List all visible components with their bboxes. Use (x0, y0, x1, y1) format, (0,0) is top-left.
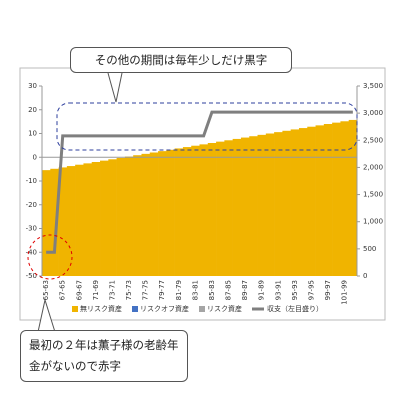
bar (75, 164, 84, 276)
x-tick-label: 73-71 (108, 280, 116, 300)
bar (207, 143, 217, 276)
x-tick-label: 81-79 (175, 280, 183, 300)
bar (332, 122, 341, 277)
bar (50, 168, 59, 276)
y-tick-label: -20 (26, 201, 37, 209)
bar (274, 132, 283, 276)
highlight-circle (27, 234, 73, 280)
y2-tick-label: 1,500 (363, 191, 383, 199)
y2-tick-label: 2,000 (363, 163, 383, 171)
y-tick-label: -50 (26, 272, 37, 280)
bar (91, 162, 101, 276)
legend-label: 無リスク資産 (80, 304, 122, 313)
bar (323, 124, 333, 276)
bar (66, 166, 76, 276)
y-tick-label: 30 (28, 82, 37, 90)
x-tick-label: 89-87 (241, 280, 249, 300)
bar (149, 152, 159, 276)
x-tick-label: 87-85 (225, 280, 233, 300)
y2-tick-label: 500 (363, 245, 376, 253)
bar (174, 148, 184, 276)
bar (133, 155, 142, 276)
callout-pointer (107, 72, 123, 103)
legend-label: 収支（左目盛り） (267, 304, 323, 313)
x-tick-label: 101-99 (341, 280, 349, 305)
bar (58, 167, 68, 276)
bar (182, 147, 192, 276)
x-tick-label: 99-97 (324, 280, 332, 300)
bar (141, 153, 151, 276)
y2-tick-label: 2,500 (363, 136, 383, 144)
x-tick-label: 77-75 (142, 280, 150, 300)
x-tick-label: 95-93 (291, 280, 299, 300)
callout-pointer (37, 298, 56, 333)
x-tick-label: 91-89 (258, 280, 266, 300)
legend-swatch (132, 306, 138, 312)
bar (298, 128, 308, 276)
bar (257, 134, 267, 276)
line (46, 110, 353, 254)
legend-swatch (72, 306, 78, 312)
legend-label: リスク資産 (207, 304, 242, 313)
x-tick-label: 79-77 (158, 280, 166, 300)
legend-swatch (199, 306, 205, 312)
bar (108, 159, 117, 276)
x-tick-label: 85-83 (208, 280, 216, 300)
bar (199, 144, 209, 276)
bar (158, 151, 167, 276)
annotation-top: その他の期間は毎年少しだけ黒字 (70, 47, 292, 73)
x-tick-label: 67-65 (59, 280, 67, 300)
y2-tick-label: 0 (363, 272, 367, 280)
bar (240, 137, 250, 276)
x-tick-label: 75-73 (125, 280, 133, 300)
bar (265, 133, 275, 276)
bar (83, 163, 93, 276)
bar (42, 170, 51, 276)
bar (100, 160, 109, 276)
bar (232, 138, 242, 276)
y2-tick-label: 1,000 (363, 218, 383, 226)
x-tick-label: 97-95 (307, 280, 315, 300)
bar (166, 149, 175, 276)
x-tick-label: 65-63 (42, 280, 50, 300)
bar (216, 141, 225, 276)
y-tick-label: -30 (26, 225, 37, 233)
y-tick-label: 20 (28, 106, 37, 114)
x-tick-label: 71-69 (92, 280, 100, 300)
y-tick-label: -10 (26, 177, 37, 185)
y2-tick-label: 3,000 (363, 109, 383, 117)
bar (282, 130, 291, 276)
bar (307, 126, 316, 276)
y-tick-label: 0 (33, 153, 37, 161)
bar (191, 145, 200, 276)
y-tick-label: 10 (28, 130, 37, 138)
bar (124, 156, 134, 276)
annotation-bottom: 最初の２年は薫子様の老齢年金がないので赤字 (20, 330, 188, 382)
y2-tick-label: 3,500 (363, 82, 383, 90)
legend-label: リスクオフ資産 (140, 304, 189, 313)
bar (315, 125, 325, 276)
bar (340, 121, 350, 277)
bar (116, 157, 126, 276)
bar (224, 140, 233, 276)
bar (348, 119, 358, 276)
bar (249, 136, 258, 276)
y-tick-label: -40 (26, 248, 37, 256)
x-tick-label: 93-91 (274, 280, 282, 300)
x-tick-label: 83-81 (191, 280, 199, 300)
bar (290, 129, 300, 276)
x-tick-label: 69-67 (75, 280, 83, 300)
